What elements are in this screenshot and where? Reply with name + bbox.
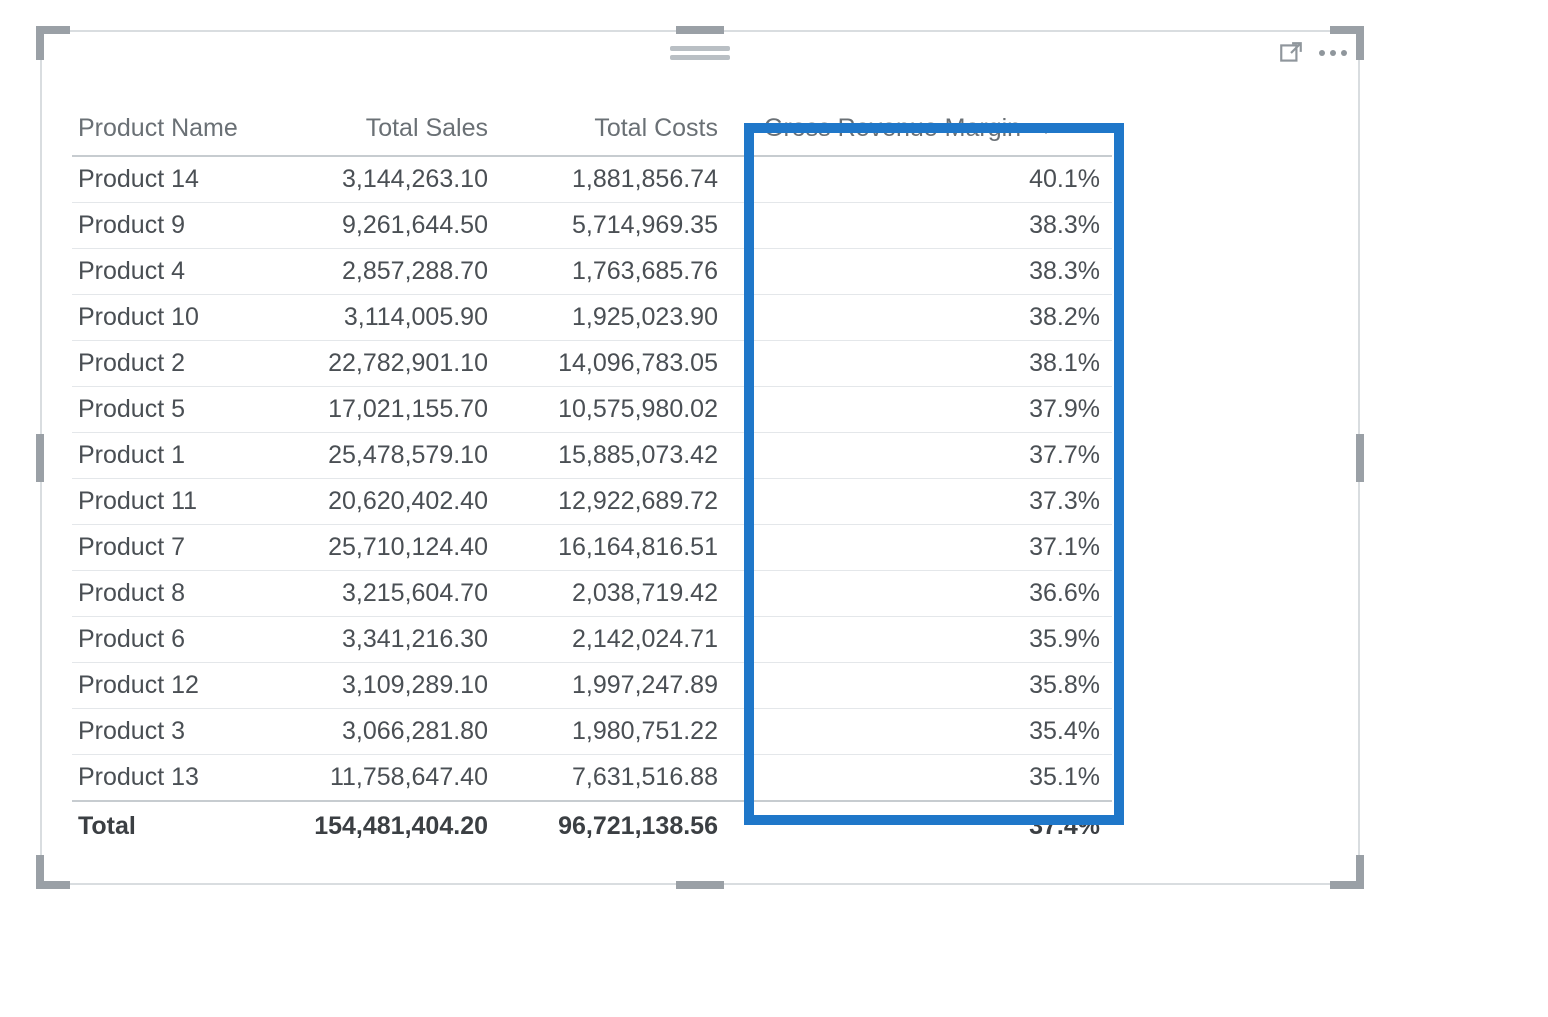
table-header-row: Product Name Total Sales Total Costs Gro… <box>72 104 1112 156</box>
cell-product-name: Product 14 <box>72 156 282 203</box>
cell-product-name: Product 3 <box>72 709 282 755</box>
cell-total-costs: 5,714,969.35 <box>512 203 742 249</box>
sort-desc-icon <box>1036 114 1056 143</box>
cell-product-name: Product 10 <box>72 295 282 341</box>
focus-mode-icon <box>1278 40 1304 66</box>
selection-handle[interactable] <box>36 434 44 482</box>
cell-margin: 37.9% <box>742 387 1112 433</box>
cell-total-costs: 1,925,023.90 <box>512 295 742 341</box>
cell-total-costs: 96,721,138.56 <box>512 801 742 849</box>
cell-total-costs: 2,142,024.71 <box>512 617 742 663</box>
cell-margin: 35.8% <box>742 663 1112 709</box>
cell-margin: 40.1% <box>742 156 1112 203</box>
table-row[interactable]: Product 99,261,644.505,714,969.3538.3% <box>72 203 1112 249</box>
col-header-total-costs[interactable]: Total Costs <box>512 104 742 156</box>
cell-margin: 38.3% <box>742 249 1112 295</box>
table-row[interactable]: Product 33,066,281.801,980,751.2235.4% <box>72 709 1112 755</box>
cell-product-name: Product 6 <box>72 617 282 663</box>
cell-total-sales: 3,109,289.10 <box>282 663 512 709</box>
cell-total-costs: 1,980,751.22 <box>512 709 742 755</box>
cell-margin: 38.3% <box>742 203 1112 249</box>
cell-product-name: Product 8 <box>72 571 282 617</box>
table-row[interactable]: Product 725,710,124.4016,164,816.5137.1% <box>72 525 1112 571</box>
cell-product-name: Product 2 <box>72 341 282 387</box>
cell-total-costs: 7,631,516.88 <box>512 755 742 802</box>
table-row[interactable]: Product 1120,620,402.4012,922,689.7237.3… <box>72 479 1112 525</box>
table-row[interactable]: Product 222,782,901.1014,096,783.0538.1% <box>72 341 1112 387</box>
table-row[interactable]: Product 1311,758,647.407,631,516.8835.1% <box>72 755 1112 802</box>
table-row[interactable]: Product 83,215,604.702,038,719.4236.6% <box>72 571 1112 617</box>
cell-total-sales: 3,066,281.80 <box>282 709 512 755</box>
cell-total-costs: 15,885,073.42 <box>512 433 742 479</box>
cell-total-sales: 2,857,288.70 <box>282 249 512 295</box>
table-row[interactable]: Product 517,021,155.7010,575,980.0237.9% <box>72 387 1112 433</box>
table-row[interactable]: Product 123,109,289.101,997,247.8935.8% <box>72 663 1112 709</box>
cell-total-costs: 1,763,685.76 <box>512 249 742 295</box>
cell-margin: 35.4% <box>742 709 1112 755</box>
cell-total-sales: 22,782,901.10 <box>282 341 512 387</box>
table-row[interactable]: Product 103,114,005.901,925,023.9038.2% <box>72 295 1112 341</box>
cell-total-sales: 3,114,005.90 <box>282 295 512 341</box>
cell-total-label: Total <box>72 801 282 849</box>
cell-total-sales: 20,620,402.40 <box>282 479 512 525</box>
cell-total-costs: 10,575,980.02 <box>512 387 742 433</box>
cell-product-name: Product 4 <box>72 249 282 295</box>
cell-margin: 35.9% <box>742 617 1112 663</box>
cell-total-sales: 17,021,155.70 <box>282 387 512 433</box>
cell-total-sales: 3,144,263.10 <box>282 156 512 203</box>
cell-total-sales: 3,215,604.70 <box>282 571 512 617</box>
col-header-label: Gross Revenue Margin <box>764 114 1021 142</box>
cell-product-name: Product 9 <box>72 203 282 249</box>
data-table: Product Name Total Sales Total Costs Gro… <box>72 104 1112 849</box>
cell-margin: 38.1% <box>742 341 1112 387</box>
cell-total-costs: 16,164,816.51 <box>512 525 742 571</box>
cell-product-name: Product 1 <box>72 433 282 479</box>
cell-margin: 38.2% <box>742 295 1112 341</box>
table-row[interactable]: Product 125,478,579.1015,885,073.4237.7% <box>72 433 1112 479</box>
table-row[interactable]: Product 42,857,288.701,763,685.7638.3% <box>72 249 1112 295</box>
focus-mode-button[interactable] <box>1276 38 1306 68</box>
cell-product-name: Product 13 <box>72 755 282 802</box>
cell-margin: 35.1% <box>742 755 1112 802</box>
cell-product-name: Product 11 <box>72 479 282 525</box>
table-row[interactable]: Product 143,144,263.101,881,856.7440.1% <box>72 156 1112 203</box>
cell-total-costs: 1,881,856.74 <box>512 156 742 203</box>
ellipsis-icon <box>1319 50 1347 56</box>
drag-grip-icon[interactable] <box>670 46 730 60</box>
cell-margin: 37.3% <box>742 479 1112 525</box>
table-row[interactable]: Product 63,341,216.302,142,024.7135.9% <box>72 617 1112 663</box>
cell-margin: 36.6% <box>742 571 1112 617</box>
cell-margin: 37.7% <box>742 433 1112 479</box>
visual-header <box>42 32 1358 74</box>
cell-total-sales: 25,710,124.40 <box>282 525 512 571</box>
cell-total-costs: 12,922,689.72 <box>512 479 742 525</box>
selection-handle[interactable] <box>1356 855 1364 889</box>
cell-total-costs: 2,038,719.42 <box>512 571 742 617</box>
cell-total-margin: 37.4% <box>742 801 1112 849</box>
more-options-button[interactable] <box>1318 38 1348 68</box>
cell-total-sales: 154,481,404.20 <box>282 801 512 849</box>
cell-product-name: Product 12 <box>72 663 282 709</box>
cell-product-name: Product 7 <box>72 525 282 571</box>
cell-product-name: Product 5 <box>72 387 282 433</box>
cell-total-costs: 14,096,783.05 <box>512 341 742 387</box>
selection-handle[interactable] <box>36 855 44 889</box>
cell-margin: 37.1% <box>742 525 1112 571</box>
visual-frame[interactable]: Product Name Total Sales Total Costs Gro… <box>40 30 1360 885</box>
selection-handle[interactable] <box>1356 434 1364 482</box>
cell-total-costs: 1,997,247.89 <box>512 663 742 709</box>
cell-total-sales: 3,341,216.30 <box>282 617 512 663</box>
cell-total-sales: 11,758,647.40 <box>282 755 512 802</box>
selection-handle[interactable] <box>676 881 724 889</box>
table-total-row: Total154,481,404.2096,721,138.5637.4% <box>72 801 1112 849</box>
col-header-gross-revenue-margin[interactable]: Gross Revenue Margin <box>742 104 1112 156</box>
cell-total-sales: 9,261,644.50 <box>282 203 512 249</box>
col-header-product-name[interactable]: Product Name <box>72 104 282 156</box>
cell-total-sales: 25,478,579.10 <box>282 433 512 479</box>
col-header-total-sales[interactable]: Total Sales <box>282 104 512 156</box>
